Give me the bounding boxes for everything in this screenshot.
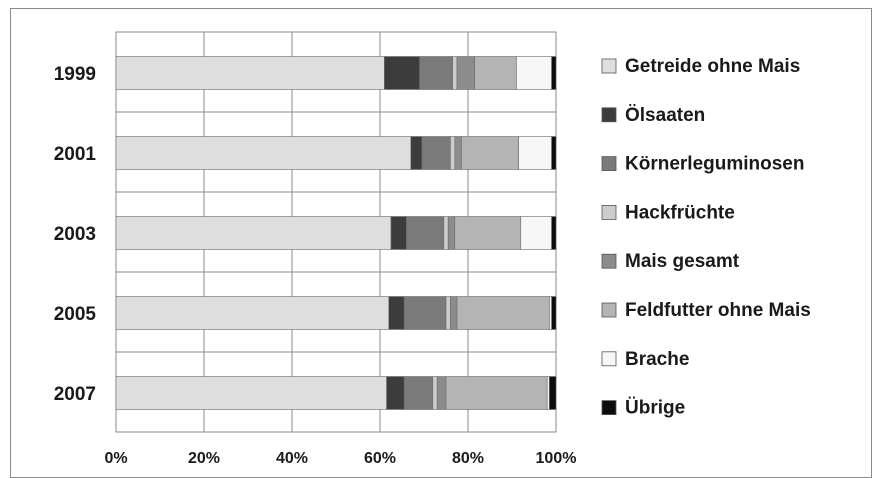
bar-segment-2005-4 — [445, 296, 451, 330]
bar-segment-2007-7 — [546, 376, 550, 410]
legend-swatch — [601, 302, 617, 318]
bar-segment-2001-5 — [454, 136, 462, 170]
legend-label: Brache — [625, 349, 689, 370]
bar-segment-2005-2 — [388, 296, 405, 330]
y-tick-label: 2005 — [54, 304, 97, 325]
bar-segment-2003-7 — [520, 216, 552, 250]
legend: Getreide ohne Mais Ölsaaten Körnerlegumino… — [601, 56, 811, 419]
bar-segment-1999-1 — [115, 56, 385, 90]
bar-segment-1999-7 — [516, 56, 552, 90]
legend-swatch — [601, 253, 617, 269]
bar-segment-2005-3 — [403, 296, 447, 330]
legend-swatch — [601, 107, 617, 123]
bar-segment-1999-4 — [452, 56, 458, 90]
legend-swatch — [601, 400, 617, 416]
y-tick-label: 2003 — [54, 224, 96, 245]
bar-segment-2007-1 — [115, 376, 387, 410]
bar-segment-1999-8 — [551, 56, 557, 90]
y-tick-labels: 1999 2001 2003 2005 2007 — [54, 64, 97, 405]
legend-swatch — [601, 351, 617, 367]
bars — [115, 56, 557, 410]
bar-segment-2007-4 — [432, 376, 438, 410]
legend-swatch — [601, 156, 617, 172]
bar-segment-2005-8 — [551, 296, 557, 330]
bar-segment-2003-4 — [443, 216, 449, 250]
bar-segment-1999-5 — [456, 56, 475, 90]
bar-segment-2003-6 — [454, 216, 522, 250]
legend-swatch — [601, 58, 617, 74]
bar-segment-2003-1 — [115, 216, 392, 250]
legend-swatch — [601, 204, 617, 220]
bar-segment-2001-1 — [115, 136, 412, 170]
legend-label: Feldfutter ohne Mais — [625, 300, 811, 321]
x-tick-label: 80% — [452, 450, 484, 467]
bar-segment-2007-8 — [549, 376, 557, 410]
legend-label: Ölsaaten — [625, 105, 705, 126]
legend-label: Körnerleguminosen — [625, 154, 804, 175]
bar-segment-2005-6 — [456, 296, 550, 330]
bar-segment-2007-6 — [445, 376, 548, 410]
bar-segment-2001-2 — [410, 136, 423, 170]
bar-segment-2001-4 — [450, 136, 456, 170]
legend-label: Übrige — [625, 398, 685, 419]
bar-segment-2001-8 — [551, 136, 557, 170]
x-tick-label: 100% — [536, 450, 577, 467]
bar-segment-2003-3 — [406, 216, 445, 250]
x-tick-label: 20% — [188, 450, 220, 467]
y-tick-label: 2007 — [54, 384, 96, 405]
legend-label: Getreide ohne Mais — [625, 56, 800, 77]
bar-segment-2003-5 — [447, 216, 456, 250]
bar-segment-2007-5 — [436, 376, 447, 410]
bar-segment-2001-7 — [518, 136, 552, 170]
legend-label: Hackfrüchte — [625, 202, 735, 223]
bar-segment-2005-5 — [450, 296, 458, 330]
bar-segment-2007-2 — [386, 376, 405, 410]
x-tick-labels: 0% 20% 40% 60% 80% 100% — [104, 450, 576, 467]
y-tick-label: 1999 — [54, 64, 96, 85]
bar-segment-1999-6 — [474, 56, 517, 90]
bar-segment-2001-3 — [421, 136, 451, 170]
bar-segment-1999-3 — [419, 56, 453, 90]
bar-segment-2003-8 — [551, 216, 557, 250]
bar-segment-2005-1 — [115, 296, 390, 330]
bar-segment-2003-2 — [390, 216, 407, 250]
x-tick-label: 40% — [276, 450, 308, 467]
bar-segment-2001-6 — [461, 136, 519, 170]
legend-label: Mais gesamt — [625, 251, 740, 272]
x-tick-label: 0% — [104, 450, 127, 467]
x-tick-label: 60% — [364, 450, 396, 467]
bar-segment-2007-3 — [403, 376, 434, 410]
bar-segment-1999-2 — [384, 56, 420, 90]
y-tick-label: 2001 — [54, 144, 97, 165]
bar-segment-2005-7 — [549, 296, 552, 330]
